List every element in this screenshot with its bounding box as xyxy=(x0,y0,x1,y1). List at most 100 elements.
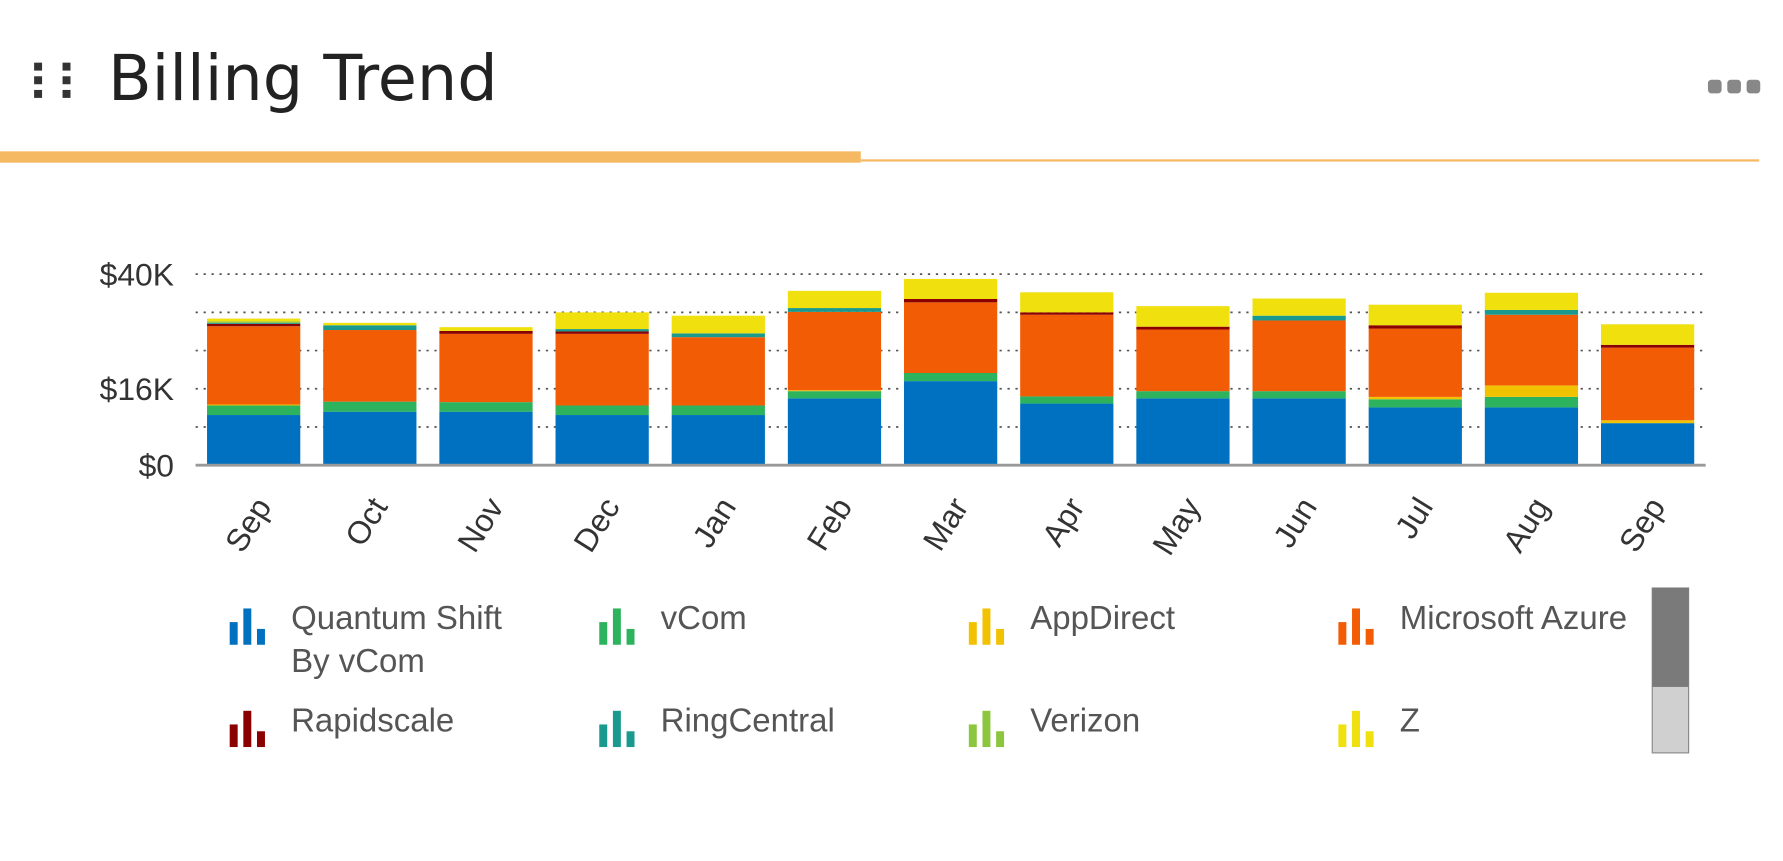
legend-item[interactable]: Verizon xyxy=(967,699,1337,751)
bar-segment xyxy=(671,405,765,416)
legend: Quantum Shift By vCom vCom AppDirect Micros… xyxy=(227,597,1637,751)
bar-segment xyxy=(1484,385,1579,397)
legend-label: Verizon xyxy=(1030,702,1141,739)
bar-segment xyxy=(787,308,882,312)
bar-segment xyxy=(439,402,533,412)
bar-segment xyxy=(671,315,765,334)
bar-segment xyxy=(1368,407,1462,466)
bar-segment xyxy=(323,325,417,331)
bar-segment xyxy=(1368,399,1462,408)
bar-segment xyxy=(1252,320,1346,392)
bar-segment xyxy=(1020,396,1114,404)
x-tick-label: Jan xyxy=(685,491,743,554)
legend-viewport: Quantum Shift By vCom vCom AppDirect Micros… xyxy=(227,597,1637,751)
bar-segment xyxy=(1368,325,1462,329)
bar-segment xyxy=(323,330,417,402)
legend-item[interactable]: Quantum Shift By vCom xyxy=(227,597,597,687)
bar-segment xyxy=(1600,420,1695,424)
bar-segment xyxy=(1600,423,1695,466)
bar-segment xyxy=(1484,407,1579,466)
bar-segment xyxy=(439,411,533,466)
bar-segment xyxy=(1600,344,1695,348)
x-tick-label: Sep xyxy=(218,491,279,558)
legend-icon xyxy=(599,710,635,747)
bar-segment xyxy=(1484,309,1579,315)
x-tick-label: Oct xyxy=(338,491,395,552)
legend-label: AppDirect xyxy=(1030,600,1176,637)
bar-segment xyxy=(671,337,765,406)
bar-segment xyxy=(323,411,417,466)
bar-segment xyxy=(323,322,417,326)
x-tick-label: Feb xyxy=(800,491,860,557)
legend-icon xyxy=(1338,710,1374,747)
widget-title: Billing Trend xyxy=(108,42,498,116)
bar-segment xyxy=(1484,292,1579,310)
x-tick-label: Dec xyxy=(566,491,627,558)
bar-segment xyxy=(904,373,998,382)
bar-segment xyxy=(439,333,533,403)
legend-label: Microsoft Azure xyxy=(1399,600,1628,637)
legend-icon xyxy=(968,710,1005,747)
legend-label: Z xyxy=(1399,702,1420,739)
bar-segment xyxy=(207,322,301,324)
header-underline-active xyxy=(0,151,861,163)
bar-segment xyxy=(1252,391,1346,399)
bar-segment xyxy=(1368,396,1462,400)
bar-segment xyxy=(787,311,882,391)
legend-label: vCom xyxy=(660,600,747,637)
bar-segment xyxy=(207,321,301,323)
bar-segment xyxy=(787,391,882,399)
x-tick-label: Jun xyxy=(1266,491,1324,554)
drag-handle[interactable] xyxy=(34,62,71,98)
legend-icon xyxy=(229,710,265,747)
bar-segment xyxy=(1136,326,1230,330)
bar-segment xyxy=(555,329,649,332)
bar-segment xyxy=(207,404,301,406)
legend-label: Quantum Shift By vCom xyxy=(291,600,502,681)
legend-item[interactable]: Z xyxy=(1336,699,1637,751)
legend-item[interactable]: Microsoft Azure xyxy=(1336,597,1637,687)
more-menu[interactable] xyxy=(1707,79,1761,94)
bar-segment xyxy=(1252,315,1346,321)
bar-segment xyxy=(904,298,998,303)
bar-segment xyxy=(1600,347,1695,421)
bar-segment xyxy=(207,415,301,466)
bar-segment xyxy=(555,415,649,466)
bar-segment xyxy=(207,326,301,405)
bar-segment xyxy=(671,333,765,338)
legend-icon xyxy=(968,608,1005,645)
bar-segment xyxy=(1600,324,1695,345)
bar-segment xyxy=(207,323,301,327)
x-tick-label: Sep xyxy=(1612,491,1673,558)
bar-segment xyxy=(787,290,882,309)
legend-item[interactable]: Rapidscale xyxy=(227,699,597,751)
bar-segment xyxy=(1136,329,1230,392)
bar-segment xyxy=(1020,292,1114,313)
bar-segment xyxy=(1020,312,1114,315)
legend-icon xyxy=(229,608,265,645)
bar-segment xyxy=(787,398,882,466)
legend-item[interactable]: AppDirect xyxy=(967,597,1337,687)
x-tick-label: Jul xyxy=(1388,491,1440,545)
bar-segment xyxy=(207,405,301,416)
legend-item[interactable]: vCom xyxy=(597,597,967,687)
x-tick-label: Apr xyxy=(1035,491,1092,552)
legend-item[interactable]: RingCentral xyxy=(597,699,967,751)
x-tick-label: Nov xyxy=(450,491,511,558)
x-tick-label: Aug xyxy=(1496,491,1557,558)
y-tick-label: $0 xyxy=(139,448,174,484)
legend-scrollbar[interactable] xyxy=(1651,587,1690,754)
bar-segment xyxy=(904,381,998,466)
bar-segment xyxy=(904,278,998,299)
bar-segment xyxy=(439,330,533,334)
bar-segment xyxy=(904,302,998,374)
bar-segment xyxy=(1020,403,1114,466)
y-tick-label: $40K xyxy=(100,257,174,293)
bar-segment xyxy=(1368,328,1462,397)
bar-segment xyxy=(207,318,301,322)
bar-segment xyxy=(1252,398,1346,466)
bar-segment xyxy=(1484,314,1579,386)
bar-segment xyxy=(555,333,649,406)
